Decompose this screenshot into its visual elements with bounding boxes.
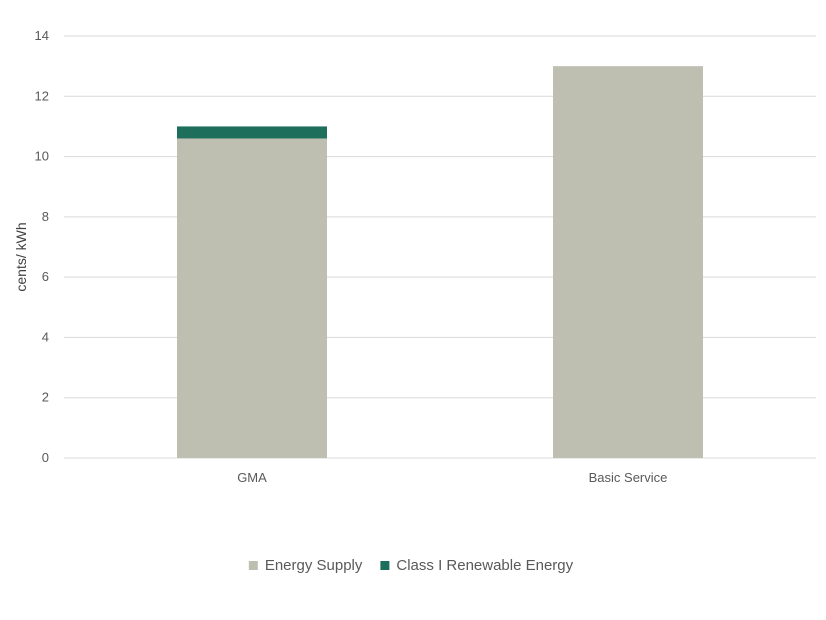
y-tick-label: 4 <box>42 329 49 344</box>
x-tick-label: GMA <box>237 470 267 485</box>
gridlines <box>64 35 816 459</box>
x-tick-label: Basic Service <box>589 470 668 485</box>
y-tick-label: 12 <box>35 88 49 103</box>
y-tick-label: 14 <box>35 28 49 43</box>
y-tick-label: 0 <box>42 450 49 465</box>
legend-label: Class I Renewable Energy <box>396 557 573 574</box>
bar-basic-service-series-0 <box>553 66 703 459</box>
legend-swatch <box>248 561 258 570</box>
bar-gma-series-1 <box>177 126 327 139</box>
y-tick-label: 8 <box>42 209 49 224</box>
legend: Energy Supply Class I Renewable Energy <box>248 557 574 574</box>
legend-label: Energy Supply <box>265 557 363 574</box>
y-tick-label: 2 <box>42 390 49 405</box>
y-axis-tick-labels: 0 2 4 6 8 10 12 14 <box>35 28 49 465</box>
y-axis-title: cents/ kWh <box>13 222 29 291</box>
bars <box>177 66 703 459</box>
x-axis-tick-labels: GMA Basic Service <box>237 470 667 485</box>
y-tick-label: 6 <box>42 269 49 284</box>
legend-swatch <box>380 561 390 570</box>
bar-gma-series-0 <box>177 138 327 458</box>
y-tick-label: 10 <box>35 149 49 164</box>
